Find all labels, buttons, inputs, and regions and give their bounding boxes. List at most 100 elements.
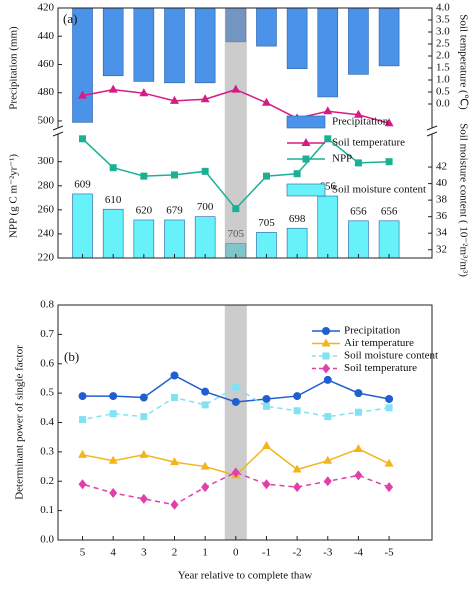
- bar-annotation: 705: [258, 217, 275, 229]
- marker: [79, 416, 87, 424]
- tick-label: 2.5: [436, 38, 450, 50]
- bar: [164, 219, 185, 259]
- marker: [232, 205, 240, 213]
- marker: [324, 413, 332, 421]
- marker: [323, 455, 333, 464]
- marker: [353, 109, 363, 118]
- tick-label: 460: [38, 58, 55, 70]
- marker: [302, 155, 310, 163]
- marker: [323, 375, 332, 384]
- legend-label: Soil temperature: [332, 137, 405, 149]
- marker: [354, 408, 362, 416]
- marker: [301, 138, 311, 146]
- y-axis-label: Determinant power of single factor: [14, 345, 26, 500]
- bar: [164, 7, 185, 84]
- tick-label: 1: [202, 547, 208, 559]
- thaw-band: [224, 305, 247, 540]
- panel-label: (b): [64, 349, 79, 364]
- marker: [169, 457, 179, 466]
- tick-label: 42: [436, 161, 447, 173]
- marker: [139, 393, 148, 402]
- tick-label: 3.5: [436, 14, 450, 26]
- legend-label: Soil moisture content: [332, 184, 426, 196]
- bar: [317, 7, 339, 98]
- bar-annotation: 656: [350, 205, 367, 217]
- tick-label: 0.4: [40, 416, 54, 428]
- tick-label: 5: [80, 547, 86, 559]
- tick-label: 0.6: [40, 357, 54, 369]
- bar: [194, 7, 216, 84]
- tick-label: -4: [354, 547, 364, 559]
- tick-label: 40: [436, 177, 448, 189]
- bar: [133, 7, 155, 82]
- tick-label: 280: [38, 179, 55, 191]
- tick-label: 0.7: [40, 328, 54, 340]
- bar-annotation: 679: [166, 205, 183, 217]
- tick-label: 0.1: [40, 504, 54, 516]
- tick-label: 3.0: [436, 26, 450, 38]
- tick-label: 0.0: [40, 534, 54, 546]
- tick-label: 38: [436, 194, 448, 206]
- tick-label: 0.8: [40, 299, 54, 311]
- legend-label: Soil moisture content: [344, 350, 438, 362]
- tick-label: -2: [293, 547, 302, 559]
- marker: [262, 172, 270, 180]
- tick-label: 0.5: [40, 387, 54, 399]
- tick-label: 260: [38, 203, 55, 215]
- marker: [169, 95, 179, 104]
- marker: [78, 479, 87, 490]
- marker: [293, 392, 302, 401]
- marker: [139, 88, 149, 97]
- tick-label: 3: [141, 547, 147, 559]
- tick-label: 0.2: [40, 475, 54, 487]
- marker: [170, 371, 179, 380]
- bar: [378, 220, 400, 259]
- tick-label: 4.0: [436, 2, 450, 14]
- bar: [348, 7, 369, 75]
- tick-label: 1.5: [436, 62, 450, 74]
- bar-annotation: 698: [289, 213, 306, 225]
- bar: [72, 193, 93, 259]
- bar-annotation: 656: [381, 205, 398, 217]
- marker: [293, 482, 302, 493]
- marker: [201, 401, 209, 409]
- tick-label: 2: [172, 547, 178, 559]
- bar: [194, 216, 216, 259]
- marker: [321, 338, 331, 347]
- marker: [384, 458, 394, 467]
- tick-label: 32: [436, 243, 447, 255]
- y-axis-label: NPP (g C m⁻²yr⁻¹): [8, 154, 20, 238]
- marker: [109, 488, 118, 498]
- marker: [231, 397, 240, 406]
- marker: [322, 327, 330, 335]
- y-axis-label: Precipitation (mm): [8, 26, 20, 110]
- tick-label: 0: [233, 547, 239, 559]
- legend-label: Precipitation: [332, 116, 389, 128]
- marker: [201, 167, 209, 175]
- tick-label: 240: [38, 227, 55, 239]
- y2-axis-label: Soil moisture content ( 10⁻²m³/m³): [457, 123, 469, 277]
- marker: [354, 159, 362, 167]
- marker: [385, 395, 394, 403]
- marker: [323, 476, 332, 487]
- break-mark: [426, 125, 438, 131]
- tick-label: 0.5: [436, 86, 450, 98]
- bar: [256, 7, 277, 47]
- marker: [139, 493, 148, 504]
- bar: [317, 195, 339, 259]
- tick-label: 2.0: [436, 50, 450, 62]
- marker: [384, 118, 394, 127]
- tick-label: 34: [436, 227, 448, 239]
- marker: [109, 164, 117, 172]
- marker: [201, 482, 210, 493]
- marker: [261, 441, 271, 449]
- marker: [170, 171, 178, 179]
- bar-annotation: 609: [74, 178, 91, 190]
- bar: [348, 220, 369, 259]
- marker: [385, 158, 393, 166]
- bar: [102, 208, 124, 259]
- tick-label: 0.3: [40, 445, 54, 457]
- bar-annotation: 610: [105, 194, 122, 206]
- marker: [200, 461, 210, 470]
- marker: [354, 470, 363, 481]
